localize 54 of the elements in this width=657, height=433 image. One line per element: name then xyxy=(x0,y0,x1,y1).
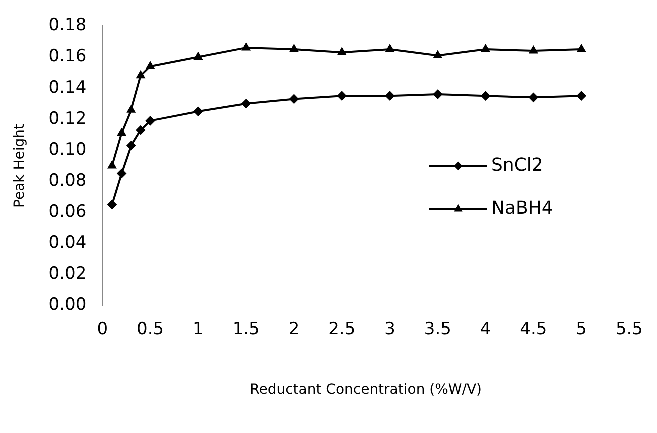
point xyxy=(529,93,538,102)
point xyxy=(146,62,155,70)
x-tick-label: 5 xyxy=(576,319,588,340)
point xyxy=(108,162,116,169)
y-tick-label: 0.18 xyxy=(48,16,87,36)
y-tick-label: 0.00 xyxy=(48,295,87,316)
point xyxy=(577,92,586,101)
point xyxy=(194,52,202,60)
x-tick-label: 3.5 xyxy=(424,319,452,340)
point xyxy=(136,71,145,79)
y-tick-label: 0.12 xyxy=(48,108,87,129)
x-tick-label: 4.5 xyxy=(520,319,548,340)
x-tick-label: 0.5 xyxy=(137,319,164,340)
point xyxy=(482,45,490,52)
x-tick-label: 1 xyxy=(193,319,204,340)
legend-label: SnCl2 xyxy=(491,154,544,176)
point xyxy=(578,45,586,52)
x-tick-label: 2.5 xyxy=(328,319,356,340)
point xyxy=(481,92,490,101)
y-tick-label: 0.08 xyxy=(48,170,87,191)
y-tick-label: 0.10 xyxy=(48,140,87,160)
point xyxy=(108,200,117,210)
point xyxy=(242,99,251,108)
point xyxy=(118,128,126,136)
point xyxy=(194,107,203,116)
point xyxy=(117,169,126,178)
y-tick-label: 0.14 xyxy=(48,78,87,98)
point xyxy=(136,126,146,135)
point xyxy=(338,92,347,101)
point xyxy=(338,48,346,56)
y-axis-title: Peak Height xyxy=(12,124,28,208)
point xyxy=(127,106,136,113)
y-tick-label: 0.16 xyxy=(48,46,87,67)
x-axis-title: Reductant Concentration (%W/V) xyxy=(250,382,482,398)
point xyxy=(386,45,394,52)
point xyxy=(242,43,250,51)
x-tick-label: 2 xyxy=(288,319,300,340)
x-tick-label: 5.5 xyxy=(616,319,644,340)
x-tick-label: 4 xyxy=(480,319,492,340)
x-tick-label: 0 xyxy=(97,319,108,340)
y-tick-label: 0.06 xyxy=(48,202,87,222)
x-tick-label: 3 xyxy=(384,319,396,340)
y-tick-label: 0.04 xyxy=(48,233,87,254)
point xyxy=(386,92,395,101)
point xyxy=(433,90,442,100)
point xyxy=(290,45,298,52)
point xyxy=(126,141,136,150)
x-tick-label: 1.5 xyxy=(232,319,260,340)
point xyxy=(146,116,156,126)
point xyxy=(434,51,442,58)
y-tick-label: 0.02 xyxy=(48,264,87,284)
point xyxy=(290,94,299,104)
point xyxy=(530,46,538,54)
legend-label: NaBH4 xyxy=(491,198,554,219)
